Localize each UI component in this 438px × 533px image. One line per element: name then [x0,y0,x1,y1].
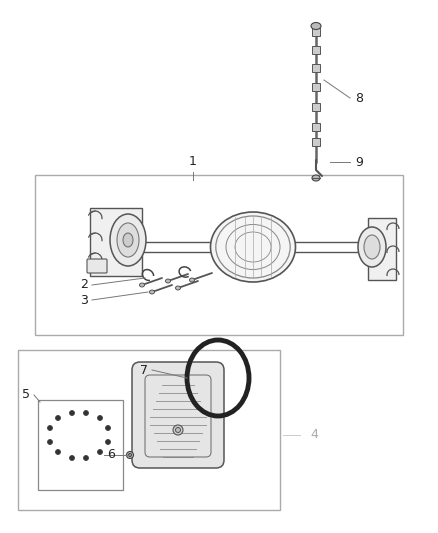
Text: 2: 2 [80,279,88,292]
FancyBboxPatch shape [132,362,224,468]
Ellipse shape [358,227,386,267]
Ellipse shape [123,233,133,247]
Ellipse shape [190,278,194,282]
Ellipse shape [364,235,380,259]
Bar [312,138,320,146]
Ellipse shape [70,456,74,461]
FancyBboxPatch shape [90,208,142,276]
Bar [312,28,320,36]
Ellipse shape [149,290,155,294]
Ellipse shape [176,286,180,290]
Ellipse shape [106,440,110,445]
Bar [312,46,320,54]
Text: 4: 4 [310,429,318,441]
Ellipse shape [211,212,296,282]
Ellipse shape [47,440,53,445]
Ellipse shape [128,454,131,456]
Ellipse shape [312,175,320,181]
Text: 3: 3 [80,294,88,306]
Text: 5: 5 [22,389,30,401]
Bar [18,350,280,510]
Ellipse shape [311,22,321,29]
Ellipse shape [70,410,74,416]
Text: 6: 6 [107,448,115,462]
Ellipse shape [139,283,145,287]
Ellipse shape [84,456,88,461]
Text: 8: 8 [355,92,363,104]
Ellipse shape [173,425,183,435]
Text: 7: 7 [140,364,148,376]
Bar [35,175,403,335]
Ellipse shape [176,427,180,432]
Ellipse shape [110,214,146,266]
Text: 9: 9 [355,156,363,168]
Ellipse shape [47,425,53,431]
Ellipse shape [106,425,110,431]
Ellipse shape [127,451,134,458]
Ellipse shape [56,416,60,421]
Ellipse shape [84,410,88,416]
Bar [312,64,320,72]
Ellipse shape [98,449,102,455]
Text: 1: 1 [189,155,197,168]
Bar [312,123,320,131]
Ellipse shape [56,449,60,455]
Bar [312,103,320,111]
Ellipse shape [117,223,139,257]
FancyBboxPatch shape [87,259,107,273]
Ellipse shape [166,279,170,283]
Ellipse shape [98,416,102,421]
Bar [312,83,320,91]
FancyBboxPatch shape [368,218,396,280]
Bar [38,400,123,490]
